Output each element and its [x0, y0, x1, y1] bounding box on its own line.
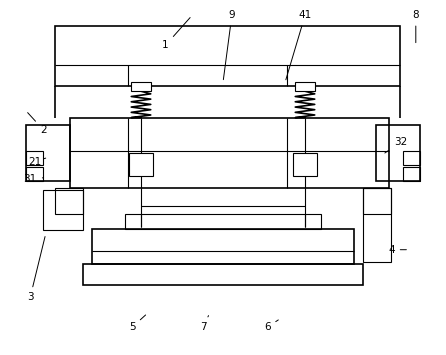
Bar — [403, 167, 420, 181]
Bar — [131, 82, 151, 91]
Bar — [403, 151, 420, 165]
Bar — [26, 167, 43, 181]
Text: 9: 9 — [223, 11, 235, 80]
Text: 2: 2 — [28, 113, 47, 135]
Bar — [54, 188, 83, 214]
Bar — [363, 188, 392, 214]
Text: 32: 32 — [385, 137, 407, 153]
Text: 1: 1 — [162, 17, 190, 50]
Text: 6: 6 — [264, 320, 278, 332]
Text: 21: 21 — [28, 157, 45, 166]
Text: 5: 5 — [129, 315, 145, 332]
Text: 3: 3 — [27, 236, 45, 302]
Bar — [363, 188, 392, 262]
Bar — [295, 82, 315, 91]
Bar — [44, 190, 83, 230]
Bar — [125, 214, 321, 229]
Bar — [293, 153, 318, 176]
Bar — [128, 153, 153, 176]
Bar — [376, 125, 420, 181]
Text: 41: 41 — [286, 11, 312, 80]
Text: 7: 7 — [200, 316, 209, 332]
Text: 4: 4 — [388, 245, 406, 255]
Bar — [83, 264, 363, 285]
Bar — [26, 125, 70, 181]
Text: 8: 8 — [413, 11, 419, 43]
Bar — [54, 26, 401, 86]
Text: 31: 31 — [24, 174, 43, 184]
Bar — [70, 118, 389, 188]
Bar — [26, 151, 43, 165]
Bar — [92, 229, 354, 264]
